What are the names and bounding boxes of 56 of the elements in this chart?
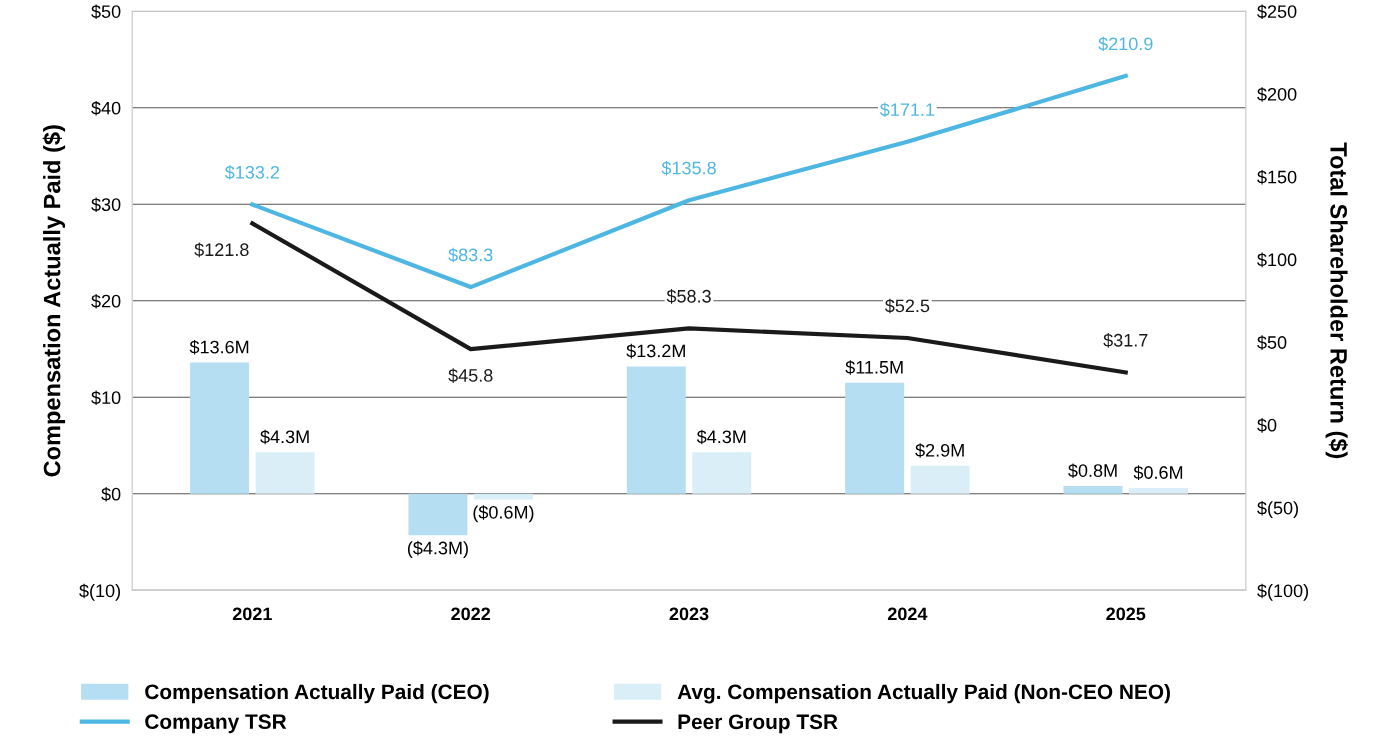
y-tick-label: $50 [91,4,121,20]
bar [1063,486,1123,494]
legend-label: Avg. Compensation Actually Paid (Non-CEO NEO) [677,683,1170,704]
legend-label: Peer Group TSR [678,714,838,734]
x-tick-label: 2024 [887,607,928,621]
data-label: $83.3 [448,247,493,263]
y-tick-label: $0 [101,486,121,502]
data-label: $210.9 [1098,36,1153,52]
bar [692,452,752,494]
data-label: $0.8M [1068,463,1117,479]
x-tick-label: 2025 [1106,607,1146,621]
data-label: ($0.6M) [473,505,534,523]
bar [408,493,468,536]
data-label: $133.2 [224,165,280,180]
y-tick-label: $40 [91,100,121,116]
legend-label: Compensation Actually Paid (CEO) [145,683,489,704]
x-tick-label: 2021 [232,607,272,621]
y2-tick-label: $150 [1257,169,1297,185]
y2-tick-label: $50 [1257,335,1287,350]
y2-tick-label: $200 [1257,87,1297,102]
data-label: $2.9M [915,443,964,458]
x-tick-label: 2022 [451,607,491,621]
y2-tick-label: $100 [1257,252,1297,268]
data-label: $0.6M [1133,465,1183,480]
y-tick-label: $10 [91,390,121,406]
y-tick-label: $30 [91,197,121,213]
y2-tick-label: $0 [1257,418,1277,433]
data-label: ($4.3M) [407,540,468,558]
data-label: $13.6M [189,339,249,355]
y2-axis-title: Total Shareholder Return ($) [1325,142,1349,459]
bar [845,382,905,494]
data-label: $13.2M [626,343,685,359]
bar [1129,488,1188,494]
x-tick-label: 2023 [669,607,709,621]
data-label: $135.8 [661,160,716,176]
data-label: $45.8 [448,368,493,383]
bar [255,452,315,494]
y2-tick-label: $250 [1257,4,1297,20]
data-label: $11.5M [845,360,903,375]
data-label: $52.5 [885,298,930,314]
bar [473,493,533,500]
y-tick-label: $(10) [79,583,121,601]
bar [190,362,250,494]
y-tick-label: $20 [91,293,121,309]
bar [910,465,970,494]
data-label: $4.3M [260,429,309,445]
legend-label: Company TSR [145,714,287,734]
data-label: $121.8 [194,242,249,258]
data-label: $4.3M [696,429,746,445]
y2-tick-label: $(100) [1257,583,1309,601]
y-axis-title: Compensation Actually Paid ($) [42,125,66,477]
data-label: $171.1 [879,102,935,118]
bar [626,366,686,494]
data-label: $58.3 [666,289,711,304]
data-label: $31.7 [1103,333,1148,348]
y2-tick-label: $(50) [1257,500,1298,519]
